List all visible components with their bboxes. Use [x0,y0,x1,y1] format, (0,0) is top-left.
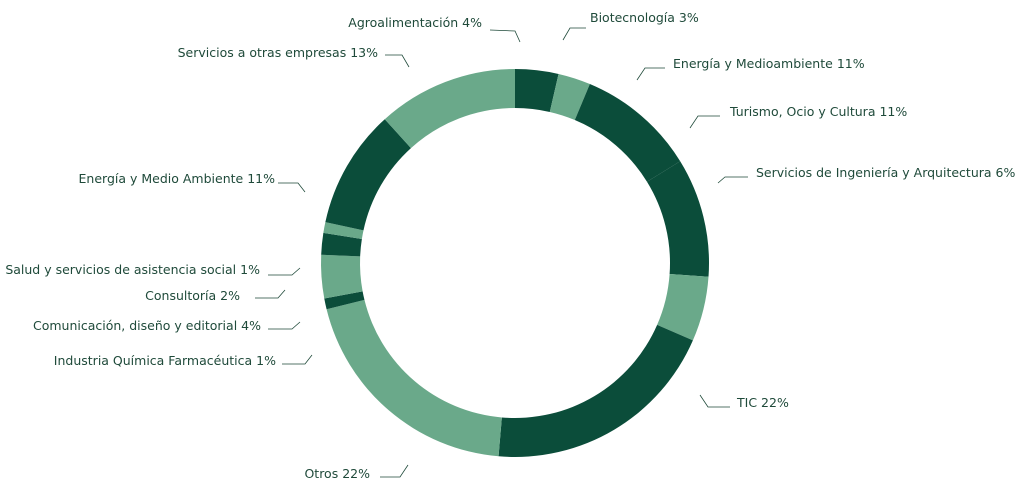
slice-value: 13% [350,45,378,60]
slice-value: 6% [996,165,1016,180]
slice-name: Energía y Medioambiente [673,56,833,71]
slice-label: Salud y servicios de asistencia social 1… [5,262,260,277]
slice-value: 22% [342,466,370,481]
slice-name: Consultoría [145,288,216,303]
slice-label: Industria Química Farmacéutica 1% [54,353,276,368]
slice-label: Comunicación, diseño y editorial 4% [33,318,261,333]
leader-line [268,267,301,276]
leader-line [282,354,313,365]
leader-line [699,394,730,408]
slice-name: Biotecnología [590,10,675,25]
donut-segment [498,324,693,457]
donut-segment [515,69,559,112]
slice-value: 11% [247,171,275,186]
slice-value: 11% [837,56,865,71]
leader-line [278,182,306,193]
slice-label: Agroalimentación 4% [348,15,482,30]
leader-line [689,115,720,129]
slice-label: Biotecnología 3% [590,10,699,25]
leader-line [489,29,521,43]
slice-value: 4% [241,318,261,333]
slice-name: TIC [736,395,757,410]
donut-segment [384,69,515,149]
slice-name: Servicios a otras empresas [178,45,347,60]
slice-name: Salud y servicios de asistencia social [5,262,236,277]
donut-segment [646,161,709,277]
slice-label: TIC 22% [736,395,789,410]
slice-label: Otros 22% [304,466,370,481]
slice-name: Turismo, Ocio y Cultura [729,104,875,119]
slice-value: 11% [879,104,907,119]
slice-label: Consultoría 2% [145,288,240,303]
leader-line [562,27,586,41]
donut-segment [549,73,590,121]
slice-name: Otros [304,466,338,481]
slice-label: Energía y Medioambiente 11% [673,56,865,71]
slice-name: Industria Química Farmacéutica [54,353,252,368]
leader-line [636,67,665,81]
slice-label: Servicios de Ingeniería y Arquitectura 6… [756,165,1015,180]
slice-value: 22% [761,395,789,410]
slice-label: Turismo, Ocio y Cultura 11% [729,104,907,119]
donut-segment [326,299,502,457]
donut-segment [325,119,411,231]
slice-value: 1% [240,262,260,277]
leader-line [380,464,409,478]
donut-segment [657,273,709,341]
slice-value: 4% [462,15,482,30]
donut-segment [324,291,365,310]
donut-segment [323,222,364,239]
donut-segment [574,84,681,182]
leader-line [385,54,410,68]
slice-value: 3% [679,10,699,25]
leader-line [268,321,301,330]
slice-value: 1% [256,353,276,368]
slice-name: Comunicación, diseño y editorial [33,318,237,333]
slice-name: Servicios de Ingeniería y Arquitectura [756,165,992,180]
donut-segment [321,254,363,299]
slice-value: 2% [220,288,240,303]
slice-name: Agroalimentación [348,15,458,30]
slice-label: Servicios a otras empresas 13% [178,45,379,60]
donut-segment [321,232,362,257]
slice-name: Energía y Medio Ambiente [79,171,244,186]
leader-line [255,289,286,299]
slice-label: Energía y Medio Ambiente 11% [79,171,276,186]
leader-line [717,176,748,184]
